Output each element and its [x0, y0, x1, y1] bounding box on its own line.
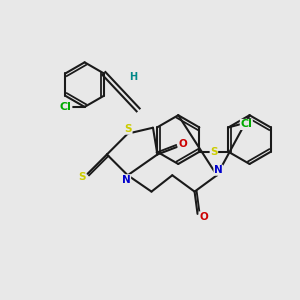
Text: H: H [129, 72, 138, 82]
Text: O: O [178, 139, 187, 149]
Text: O: O [199, 212, 208, 222]
Text: Cl: Cl [240, 119, 252, 129]
Text: Cl: Cl [60, 102, 72, 112]
Text: N: N [122, 175, 130, 185]
Text: S: S [124, 124, 132, 134]
Text: S: S [78, 172, 85, 182]
Text: S: S [210, 147, 218, 157]
Text: N: N [214, 165, 223, 175]
